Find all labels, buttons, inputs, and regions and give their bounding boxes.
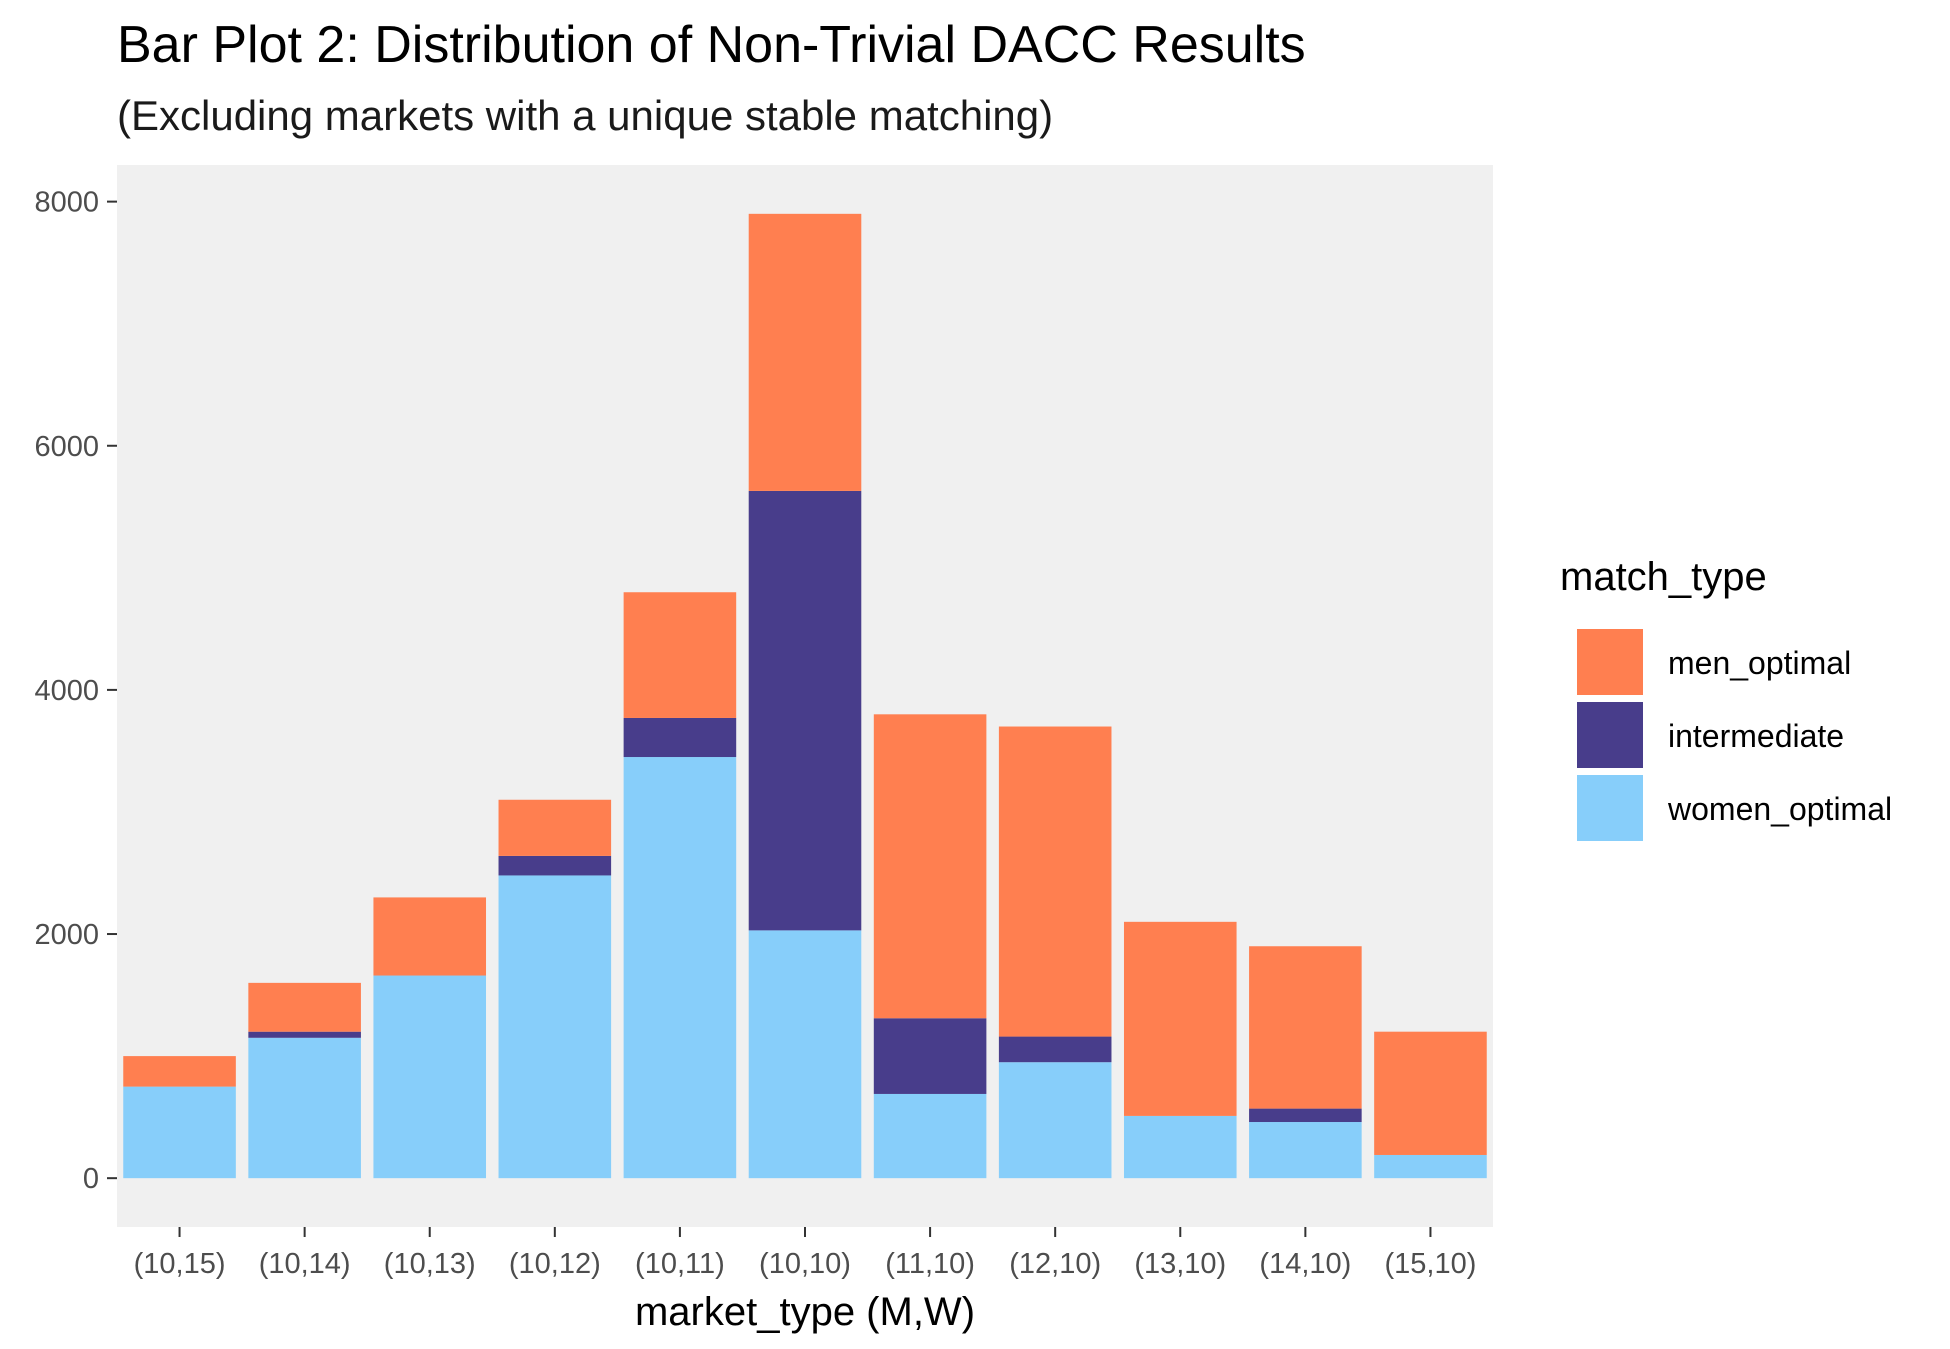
bar-intermediate bbox=[623, 717, 737, 758]
bar-women_optimal bbox=[498, 875, 612, 1179]
y-tick-label: 8000 bbox=[34, 187, 99, 219]
bar-men_optimal bbox=[1249, 946, 1362, 1109]
x-tick-label: (15,10) bbox=[1385, 1248, 1477, 1280]
y-tick-label: 4000 bbox=[34, 675, 99, 707]
bar-women_optimal bbox=[998, 1062, 1112, 1179]
bar-women_optimal bbox=[1249, 1122, 1362, 1179]
legend-key-women_optimal bbox=[1575, 773, 1645, 843]
y-tick-label: 6000 bbox=[34, 431, 99, 463]
chart-subtitle: (Excluding markets with a unique stable … bbox=[117, 92, 1053, 139]
bar-women_optimal bbox=[1374, 1154, 1487, 1179]
x-tick-label: (13,10) bbox=[1134, 1248, 1226, 1280]
y-tick-label: 0 bbox=[83, 1163, 99, 1195]
legend: match_type men_optimal intermediate women_… bbox=[1560, 555, 1892, 843]
bar-women_optimal bbox=[1123, 1115, 1237, 1179]
bar-men_optimal bbox=[248, 982, 361, 1032]
bar-men_optimal bbox=[1374, 1031, 1487, 1155]
bar-men_optimal bbox=[1123, 921, 1237, 1116]
legend-label-women_optimal: women_optimal bbox=[1667, 791, 1892, 827]
bar-men_optimal bbox=[623, 592, 737, 718]
bar-intermediate bbox=[248, 1031, 361, 1038]
bar-women_optimal bbox=[373, 975, 487, 1179]
x-tick-label: (10,15) bbox=[134, 1248, 226, 1280]
bar-intermediate bbox=[873, 1018, 987, 1094]
x-tick-label: (10,10) bbox=[759, 1248, 851, 1280]
bar-women_optimal bbox=[748, 930, 862, 1179]
bar-women_optimal bbox=[623, 757, 737, 1179]
bar-men_optimal bbox=[373, 897, 487, 976]
x-axis-title: market_type (M,W) bbox=[635, 1290, 975, 1334]
x-axis: (10,15) (10,14) (10,13) (10,12) (10,11) (10,1… bbox=[134, 1227, 1477, 1280]
legend-title: match_type bbox=[1560, 555, 1767, 599]
bar-men_optimal bbox=[498, 799, 612, 856]
bar-women_optimal bbox=[873, 1093, 987, 1179]
x-tick-label: (14,10) bbox=[1259, 1248, 1351, 1280]
bar-intermediate bbox=[498, 855, 612, 876]
bar-men_optimal bbox=[123, 1056, 236, 1087]
bars bbox=[123, 213, 1487, 1179]
x-tick-label: (10,13) bbox=[384, 1248, 476, 1280]
x-tick-label: (12,10) bbox=[1009, 1248, 1101, 1280]
y-axis: 0 2000 4000 6000 8000 bbox=[34, 187, 117, 1195]
legend-key-intermediate bbox=[1575, 700, 1645, 770]
x-tick-label: (10,11) bbox=[635, 1248, 725, 1280]
bar-women_optimal bbox=[123, 1086, 236, 1179]
bar-men_optimal bbox=[873, 714, 987, 1019]
bar-men_optimal bbox=[998, 726, 1112, 1037]
legend-label-men_optimal: men_optimal bbox=[1668, 645, 1851, 681]
legend-label-intermediate: intermediate bbox=[1668, 718, 1844, 754]
bar-men_optimal bbox=[748, 213, 862, 491]
bar-intermediate bbox=[998, 1036, 1112, 1063]
y-tick-label: 2000 bbox=[34, 919, 99, 951]
x-tick-label: (10,14) bbox=[259, 1248, 351, 1280]
bar-women_optimal bbox=[248, 1037, 361, 1179]
bar-intermediate bbox=[1249, 1108, 1362, 1123]
chart-title: Bar Plot 2: Distribution of Non-Trivial … bbox=[117, 16, 1306, 74]
x-tick-label: (10,12) bbox=[509, 1248, 601, 1280]
x-tick-label: (11,10) bbox=[885, 1248, 975, 1280]
bar-intermediate bbox=[748, 490, 862, 931]
legend-key-men_optimal bbox=[1575, 627, 1645, 697]
